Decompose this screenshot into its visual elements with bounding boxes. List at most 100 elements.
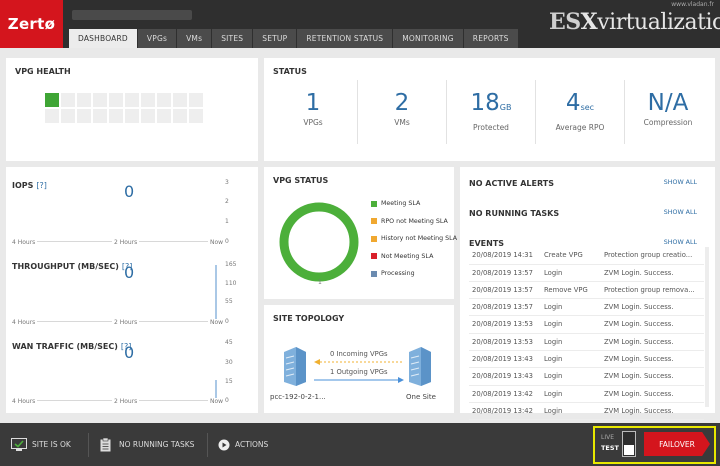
event-description: ZVM Login. Success. — [604, 337, 674, 346]
live-label: LIVE — [601, 434, 615, 441]
throughput-ytick: 110 — [225, 280, 237, 287]
actions-button[interactable]: ACTIONS — [218, 423, 268, 466]
wan-ytick: 15 — [225, 378, 233, 385]
vpg-health-cell-empty — [189, 109, 203, 123]
stat-rpo-unit: sec — [580, 103, 595, 112]
iops-title: IOPS [?] — [12, 181, 47, 190]
local-site-name[interactable]: pcc-192-0-2-1... — [270, 393, 326, 401]
stat-vpgs[interactable]: 1 VPGs — [269, 90, 357, 127]
vpg-status-donut[interactable] — [274, 197, 364, 287]
running-tasks-button[interactable]: NO RUNNING TASKS — [100, 423, 194, 466]
tab-reports[interactable]: REPORTS — [463, 29, 518, 48]
events-show-all-link[interactable]: SHOW ALL — [663, 239, 697, 246]
stat-vpgs-label: VPGs — [303, 118, 323, 127]
stat-vpgs-value: 1 — [305, 90, 321, 116]
stat-vms-label: VMs — [394, 118, 410, 127]
events-title: EVENTS — [469, 239, 505, 248]
event-row[interactable]: 20/08/2019 14:31 Create VPG Protection gro… — [469, 247, 704, 265]
alerts-show-all-link[interactable]: SHOW ALL — [663, 179, 697, 186]
event-time: 20/08/2019 13:42 — [472, 406, 533, 415]
local-site-server-icon[interactable] — [282, 346, 308, 386]
events-header-row: EVENTS SHOW ALL — [469, 239, 697, 248]
event-row[interactable]: 20/08/2019 13:57 Remove VPG Protection gro… — [469, 282, 704, 300]
no-running-tasks-label: NO RUNNING TASKS — [469, 209, 560, 218]
wan-x-label: Now — [208, 398, 224, 405]
event-row[interactable]: 20/08/2019 13:53 Login ZVM Login. Success. — [469, 334, 704, 351]
site-status-button[interactable]: SITE IS OK — [11, 423, 71, 466]
event-row[interactable]: 20/08/2019 13:42 Login ZVM Login. Success. — [469, 403, 704, 421]
zerto-logo: Zertø — [0, 0, 63, 48]
event-description: Protection group creatio... — [604, 251, 693, 260]
legend-swatch — [371, 218, 377, 225]
event-type: Login — [544, 303, 563, 312]
vpg-health-grid — [45, 93, 203, 123]
tab-vpgs[interactable]: VPGs — [137, 29, 177, 48]
iops-x-label: Now — [208, 239, 224, 246]
event-row[interactable]: 20/08/2019 13:43 Login ZVM Login. Success. — [469, 368, 704, 386]
event-row[interactable]: 20/08/2019 13:43 Login ZVM Login. Success. — [469, 351, 704, 369]
stat-vms[interactable]: 2 VMs — [358, 90, 446, 127]
stat-rpo-value: 4 — [565, 90, 581, 116]
vpg-health-cell-empty — [157, 93, 171, 107]
event-description: ZVM Login. Success. — [604, 406, 674, 415]
live-test-switch[interactable] — [622, 431, 636, 457]
event-time: 20/08/2019 13:53 — [472, 320, 533, 329]
wan-x-label: 4 Hours — [12, 398, 38, 405]
tab-vms[interactable]: VMs — [177, 29, 212, 48]
outgoing-vpgs-label: 1 Outgoing VPGs — [330, 368, 388, 376]
vpg-status-panel: VPG STATUS — [264, 167, 454, 299]
vpg-health-cell-empty — [173, 93, 187, 107]
no-active-alerts-label: NO ACTIVE ALERTS — [469, 179, 554, 188]
incoming-arrow-icon — [314, 359, 404, 365]
failover-button[interactable]: FAILOVER — [644, 432, 710, 456]
event-description: ZVM Login. Success. — [604, 320, 674, 329]
throughput-help-link[interactable]: [?] — [121, 262, 133, 271]
event-type: Login — [544, 389, 563, 398]
stat-protected[interactable]: 18GB Protected — [447, 90, 535, 132]
event-row[interactable]: 20/08/2019 13:53 Login ZVM Login. Success. — [469, 316, 704, 334]
iops-x-label: 2 Hours — [112, 239, 140, 246]
iops-value: 0 — [124, 182, 135, 201]
vpg-health-cell-empty — [141, 93, 155, 107]
legend-swatch — [371, 200, 377, 207]
event-row[interactable]: 20/08/2019 13:57 Login ZVM Login. Success. — [469, 299, 704, 317]
remote-site-server-icon[interactable] — [407, 346, 433, 386]
wan-help-link[interactable]: [?] — [120, 342, 132, 351]
throughput-x-label: Now — [208, 319, 224, 326]
event-time: 20/08/2019 13:57 — [472, 268, 533, 277]
tab-setup[interactable]: SETUP — [253, 29, 297, 48]
tasks-show-all-link[interactable]: SHOW ALL — [663, 209, 697, 216]
tab-sites[interactable]: SITES — [212, 29, 253, 48]
event-row[interactable]: 20/08/2019 13:57 Login ZVM Login. Success. — [469, 264, 704, 282]
event-type: Login — [544, 372, 563, 381]
event-type: Login — [544, 320, 563, 329]
event-description: ZVM Login. Success. — [604, 268, 674, 277]
stat-protected-label: Protected — [473, 123, 509, 132]
test-label: TEST — [601, 444, 619, 452]
vpg-health-cell-ok[interactable] — [45, 93, 59, 107]
stat-compression[interactable]: N/A Compression — [624, 90, 712, 127]
throughput-x-label: 2 Hours — [112, 319, 140, 326]
stat-average-rpo[interactable]: 4sec Average RPO — [536, 90, 624, 132]
event-time: 20/08/2019 13:53 — [472, 337, 533, 346]
tab-monitoring[interactable]: MONITORING — [393, 29, 463, 48]
stat-compression-value: N/A — [647, 90, 689, 116]
iops-ytick: 3 — [225, 179, 229, 186]
vpg-health-cell-empty — [77, 93, 91, 107]
events-scrollbar[interactable] — [705, 247, 709, 407]
vpg-health-cell-empty — [125, 93, 139, 107]
iops-help-link[interactable]: [?] — [36, 181, 47, 190]
event-type: Remove VPG — [544, 285, 588, 294]
vpg-health-cell-empty — [61, 109, 75, 123]
event-row[interactable]: 20/08/2019 13:42 Login ZVM Login. Success. — [469, 385, 704, 403]
divider — [446, 80, 447, 144]
tab-retention-status[interactable]: RETENTION STATUS — [297, 29, 393, 48]
event-time: 20/08/2019 13:57 — [472, 285, 533, 294]
remote-site-name[interactable]: One Site — [406, 393, 436, 401]
vpg-health-cell-empty — [189, 93, 203, 107]
switch-knob — [624, 445, 634, 455]
tab-dashboard[interactable]: DASHBOARD — [69, 29, 137, 48]
wan-traffic-value: 0 — [124, 343, 135, 362]
event-time: 20/08/2019 13:43 — [472, 355, 533, 364]
throughput-title: THROUGHPUT (MB/sec) [?] — [12, 262, 133, 271]
